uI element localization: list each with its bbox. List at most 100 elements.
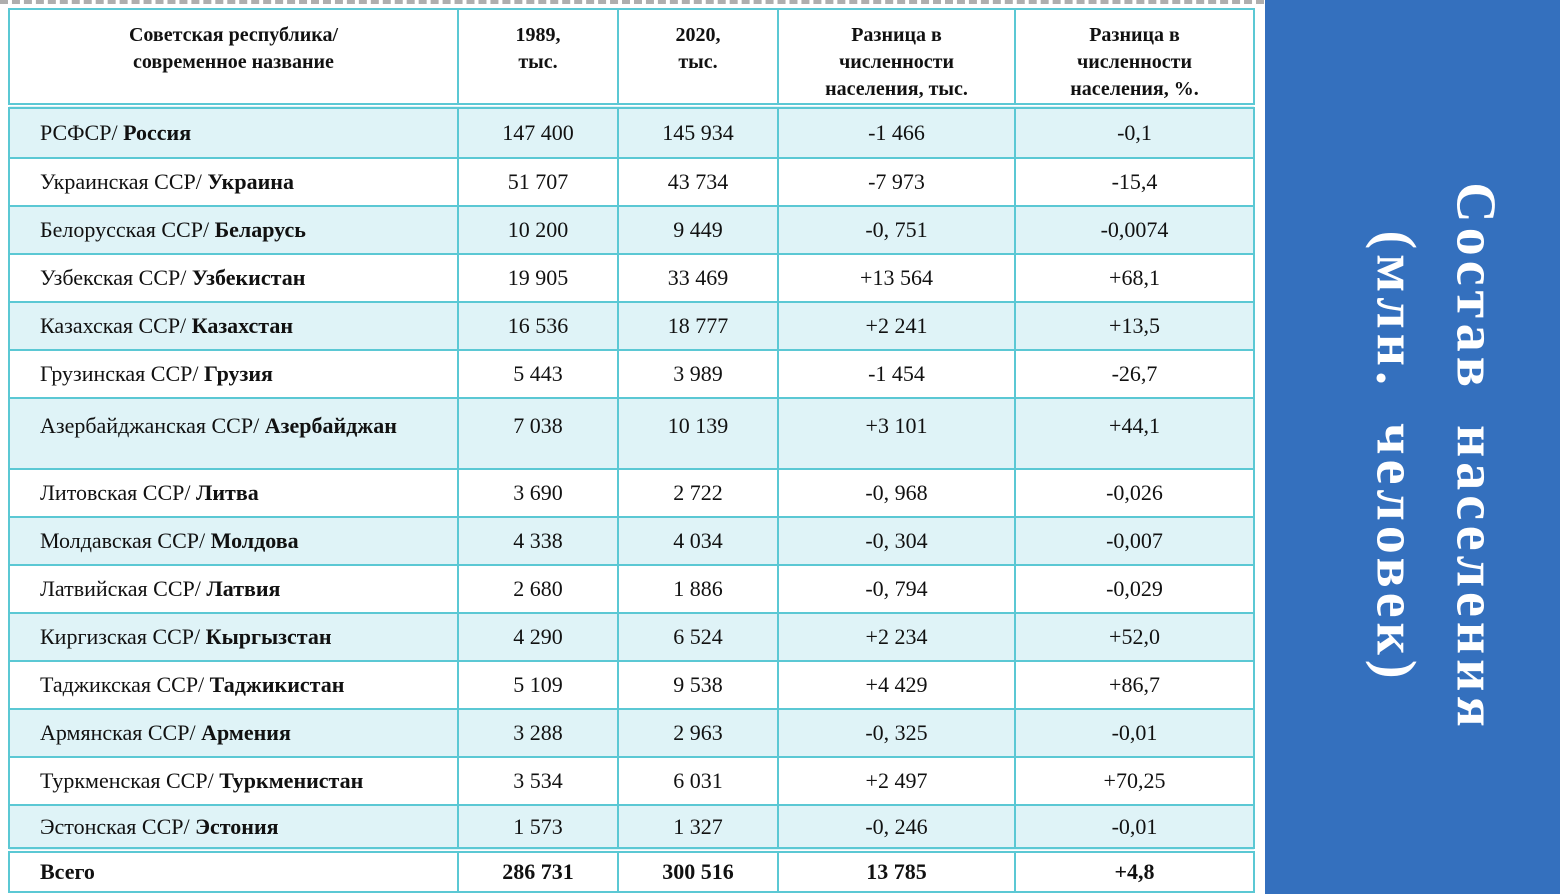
col-header-diff-percent: Разница в численности населения, %.	[1014, 8, 1255, 109]
pop-1989-cell: 7 038	[457, 397, 619, 470]
section-title-vertical: Состав населения (млн. человек)	[1355, 182, 1514, 732]
republic-modern-name: Латвия	[206, 576, 281, 601]
diff-percent-cell: -0,029	[1014, 564, 1255, 614]
diff-thousands-cell: +13 564	[777, 253, 1016, 303]
republic-modern-name: Таджикистан	[209, 672, 345, 697]
col-header-2020: 2020, тыс.	[617, 8, 779, 109]
republic-modern-name: Азербайджан	[264, 413, 397, 438]
republic-cell: РСФСР/ Россия	[8, 105, 459, 159]
pop-2020-cell: 1 886	[617, 564, 779, 614]
diff-percent-cell: -26,7	[1014, 349, 1255, 399]
republic-soviet-name: Украинская ССР/	[40, 169, 202, 194]
diff-thousands-cell: -0, 325	[777, 708, 1016, 758]
republic-soviet-name: Эстонская ССР/	[40, 813, 190, 839]
pop-2020-cell: 43 734	[617, 157, 779, 207]
diff-thousands-cell: -0, 246	[777, 804, 1016, 851]
total-2020: 300 516	[617, 847, 779, 893]
pop-1989-cell: 3 288	[457, 708, 619, 758]
table-row: Белорусская ССР/ Беларусь 10 200 9 449 -…	[8, 205, 1255, 255]
pop-1989-cell: 1 573	[457, 804, 619, 851]
republic-soviet-name: РСФСР/	[40, 120, 118, 145]
diff-percent-cell: -15,4	[1014, 157, 1255, 207]
diff-percent-cell: -0,01	[1014, 708, 1255, 758]
table-row: Эстонская ССР/ Эстония 1 573 1 327 -0, 2…	[8, 804, 1255, 851]
republic-soviet-name: Казахская ССР/	[40, 313, 187, 338]
diff-percent-cell: -0,007	[1014, 516, 1255, 566]
side-panel: Состав населения (млн. человек)	[1265, 0, 1560, 894]
pop-2020-cell: 18 777	[617, 301, 779, 351]
section-title-line-1: Состав населения	[1444, 182, 1507, 732]
diff-thousands-cell: -1 466	[777, 105, 1016, 159]
table-row: Казахская ССР/ Казахстан 16 536 18 777 +…	[8, 301, 1255, 351]
pop-1989-cell: 5 109	[457, 660, 619, 710]
republic-soviet-name: Узбекская ССР/	[40, 265, 187, 290]
republic-cell: Молдавская ССР/ Молдова	[8, 516, 459, 566]
pop-1989-cell: 4 290	[457, 612, 619, 662]
table-row: Киргизская ССР/ Кыргызстан 4 290 6 524 +…	[8, 612, 1255, 662]
pop-1989-cell: 2 680	[457, 564, 619, 614]
republic-modern-name: Узбекистан	[191, 265, 306, 290]
table-row: Туркменская ССР/ Туркменистан 3 534 6 03…	[8, 756, 1255, 806]
total-1989: 286 731	[457, 847, 619, 893]
diff-thousands-cell: +2 241	[777, 301, 1016, 351]
table-header: Советская республика/ современное назван…	[8, 8, 1255, 109]
republic-cell: Туркменская ССР/ Туркменистан	[8, 756, 459, 806]
header-row: Советская республика/ современное назван…	[8, 8, 1255, 109]
republic-cell: Киргизская ССР/ Кыргызстан	[8, 612, 459, 662]
republic-modern-name: Россия	[123, 120, 192, 145]
pop-1989-cell: 10 200	[457, 205, 619, 255]
table-body: РСФСР/ Россия 147 400 145 934 -1 466 -0,…	[8, 105, 1255, 851]
diff-percent-cell: -0,0074	[1014, 205, 1255, 255]
pop-2020-cell: 6 524	[617, 612, 779, 662]
republic-modern-name: Украина	[207, 169, 294, 194]
col-header-diff-thousands: Разница в численности населения, тыс.	[777, 8, 1016, 109]
diff-percent-cell: -0,1	[1014, 105, 1255, 159]
pop-1989-cell: 147 400	[457, 105, 619, 159]
diff-percent-cell: +13,5	[1014, 301, 1255, 351]
diff-thousands-cell: -0, 968	[777, 468, 1016, 518]
pop-1989-cell: 4 338	[457, 516, 619, 566]
diff-thousands-cell: -0, 751	[777, 205, 1016, 255]
total-diff-percent: +4,8	[1014, 847, 1255, 893]
diff-percent-cell: +68,1	[1014, 253, 1255, 303]
republic-cell: Литовская ССР/ Литва	[8, 468, 459, 518]
republic-cell: Эстонская ССР/ Эстония	[8, 804, 459, 851]
republic-modern-name: Беларусь	[214, 217, 306, 242]
diff-percent-cell: +52,0	[1014, 612, 1255, 662]
table-row: Латвийская ССР/ Латвия 2 680 1 886 -0, 7…	[8, 564, 1255, 614]
republic-modern-name: Молдова	[210, 528, 299, 553]
pop-1989-cell: 19 905	[457, 253, 619, 303]
republic-soviet-name: Туркменская ССР/	[40, 768, 214, 793]
population-table: Советская республика/ современное назван…	[8, 8, 1255, 893]
table-total-section: Всего 286 731 300 516 13 785 +4,8	[8, 847, 1255, 893]
diff-thousands-cell: -0, 794	[777, 564, 1016, 614]
republic-soviet-name: Азербайджанская ССР/	[40, 413, 260, 438]
diff-thousands-cell: +2 234	[777, 612, 1016, 662]
pop-2020-cell: 10 139	[617, 397, 779, 470]
diff-thousands-cell: +3 101	[777, 397, 1016, 470]
republic-modern-name: Эстония	[195, 813, 279, 839]
republic-soviet-name: Белорусская ССР/	[40, 217, 210, 242]
pop-2020-cell: 145 934	[617, 105, 779, 159]
republic-modern-name: Армения	[201, 720, 291, 745]
diff-thousands-cell: -1 454	[777, 349, 1016, 399]
pop-1989-cell: 51 707	[457, 157, 619, 207]
table-row: Литовская ССР/ Литва 3 690 2 722 -0, 968…	[8, 468, 1255, 518]
republic-cell: Таджикская ССР/ Таджикистан	[8, 660, 459, 710]
col-header-republic: Советская республика/ современное назван…	[8, 8, 459, 109]
republic-modern-name: Туркменистан	[219, 768, 364, 793]
republic-soviet-name: Литовская ССР/	[40, 480, 191, 505]
republic-modern-name: Кыргызстан	[205, 624, 332, 649]
republic-cell: Азербайджанская ССР/ Азербайджан	[8, 397, 459, 470]
table-row: Молдавская ССР/ Молдова 4 338 4 034 -0, …	[8, 516, 1255, 566]
pop-2020-cell: 2 722	[617, 468, 779, 518]
diff-thousands-cell: -0, 304	[777, 516, 1016, 566]
diff-percent-cell: -0,01	[1014, 804, 1255, 851]
republic-cell: Латвийская ССР/ Латвия	[8, 564, 459, 614]
pop-2020-cell: 6 031	[617, 756, 779, 806]
total-diff: 13 785	[777, 847, 1016, 893]
republic-cell: Украинская ССР/ Украина	[8, 157, 459, 207]
pop-1989-cell: 16 536	[457, 301, 619, 351]
republic-modern-name: Грузия	[203, 361, 273, 386]
